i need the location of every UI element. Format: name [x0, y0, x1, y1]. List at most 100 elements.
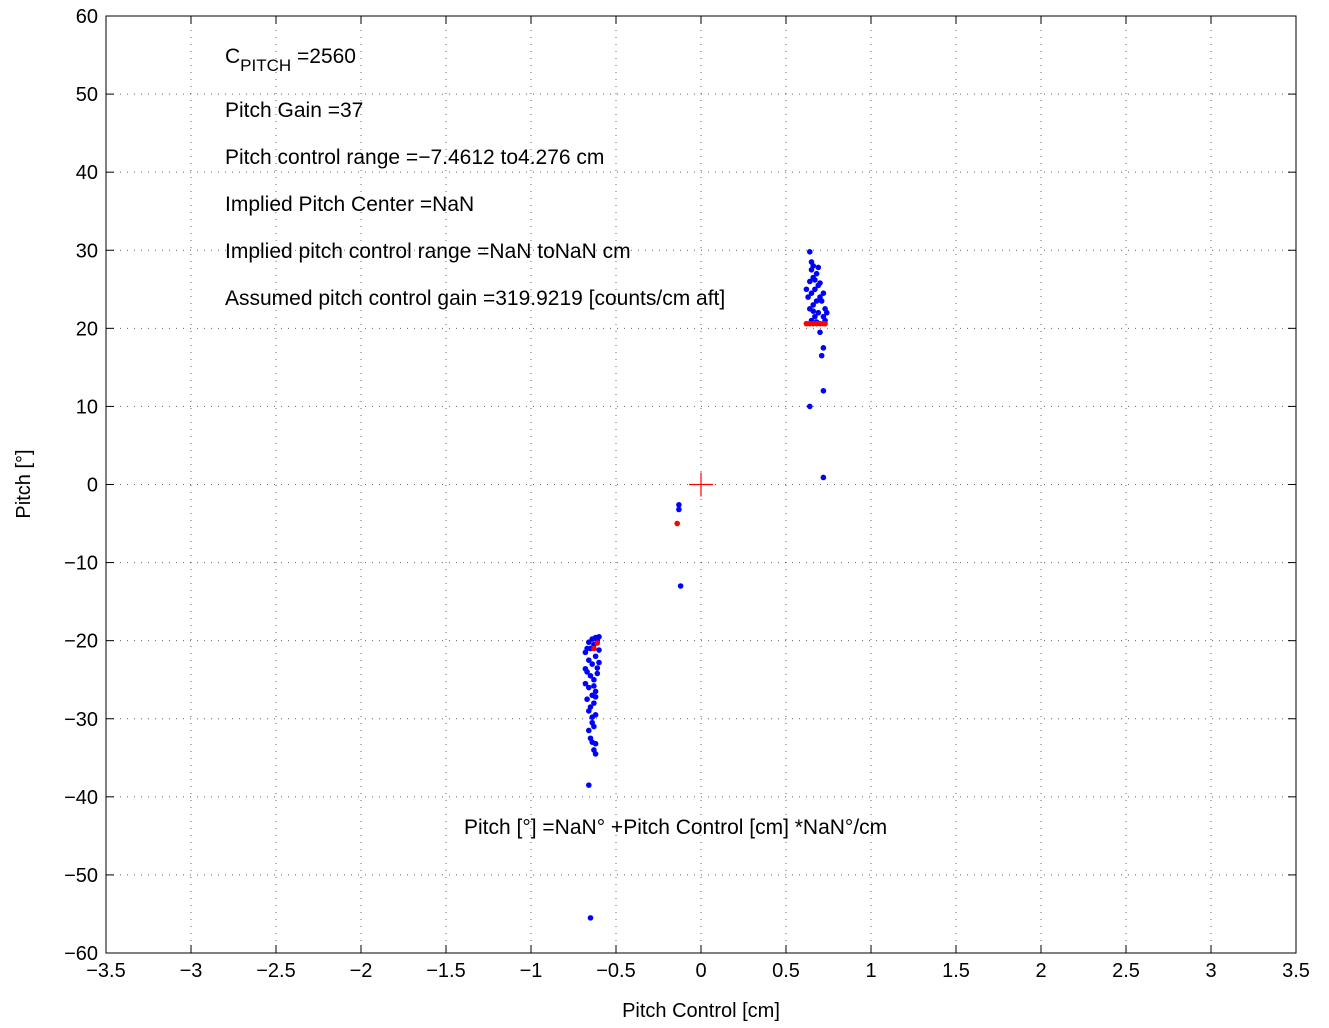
data-point [592, 740, 599, 747]
annotation-implied-range: Implied pitch control range =NaN toNaN c… [225, 240, 631, 263]
data-point [586, 639, 592, 646]
axis-ticks: −3.5 −3 −2.5 −2 −1.5 −1 −0.5 0 0.5 1 1.5 2 2.5 3 3.5 −6… [64, 6, 1310, 982]
x-tick-label: −2 [350, 960, 373, 982]
data-point [810, 308, 816, 314]
data-point [676, 502, 682, 508]
data-point [812, 286, 818, 293]
data-point [596, 633, 602, 640]
y-tick-label: 60 [76, 6, 98, 28]
y-tick-label: 20 [76, 318, 98, 340]
x-tick-label: −2.5 [256, 960, 295, 982]
x-axis-label: Pitch Control [cm] [622, 1000, 780, 1022]
data-point [808, 259, 815, 265]
data-point [677, 583, 684, 589]
data-point [591, 676, 597, 683]
data-point [592, 694, 599, 700]
y-tick-label: −60 [64, 943, 98, 965]
data-point [812, 277, 818, 283]
data-point [589, 661, 595, 667]
x-tick-label: −1 [520, 960, 543, 982]
annotation-equation: Pitch [°] =NaN° +Pitch Control [cm] *NaN… [464, 816, 887, 839]
x-tick-label: −0.5 [596, 960, 635, 982]
y-tick-label: 40 [76, 162, 98, 184]
data-point [591, 747, 597, 753]
data-point [591, 723, 597, 730]
data-point [807, 249, 813, 255]
data-point [817, 280, 823, 286]
y-tick-label: 0 [87, 475, 98, 497]
x-tick-label: 1.5 [942, 960, 970, 982]
data-point [824, 309, 830, 316]
y-tick-label: −20 [64, 631, 98, 653]
y-tick-label: −30 [64, 709, 98, 731]
x-tick-label: 0 [695, 960, 706, 982]
x-tick-label: 3.5 [1282, 960, 1310, 982]
data-point [596, 647, 602, 653]
data-point [582, 665, 589, 672]
data-point [586, 684, 592, 691]
data-point [584, 696, 590, 703]
data-point [587, 735, 594, 742]
data-point [807, 403, 813, 410]
data-point [820, 345, 827, 351]
data-point [818, 298, 825, 304]
data-point [815, 309, 822, 316]
data-point [586, 657, 592, 663]
data-point [587, 915, 594, 921]
center-marker [689, 472, 713, 497]
x-tick-label: −3 [180, 960, 203, 982]
data-point [591, 683, 597, 689]
data-point [807, 278, 813, 285]
data-point [591, 645, 597, 652]
y-tick-label: −40 [64, 787, 98, 809]
data-point [586, 727, 592, 734]
x-tick-label: −3.5 [86, 960, 125, 982]
annotation-pitch-gain: Pitch Gain =37 [225, 99, 363, 122]
x-tick-label: 0.5 [772, 960, 800, 982]
data-point [815, 264, 822, 271]
x-tick-label: 2.5 [1112, 960, 1140, 982]
data-point [822, 320, 828, 327]
data-point [586, 782, 592, 788]
data-point [592, 653, 599, 660]
data-point [587, 704, 594, 710]
data-point [810, 302, 816, 308]
data-point [812, 313, 818, 320]
y-tick-label: 10 [76, 396, 98, 418]
annotation-c-pitch: CPITCH =2560 [225, 45, 356, 75]
data-point [591, 700, 597, 706]
data-point [674, 520, 680, 527]
data-point [587, 673, 594, 679]
x-tick-label: 1 [865, 960, 876, 982]
y-tick-label: −50 [64, 865, 98, 887]
annotation-assumed-gain: Assumed pitch control gain =319.9219 [co… [225, 287, 725, 310]
data-point [805, 294, 811, 300]
annotation-pitch-control-range: Pitch control range =−7.4612 to4.276 cm [225, 146, 604, 169]
y-tick-label: 30 [76, 240, 98, 262]
data-point [813, 270, 820, 277]
y-tick-label: 50 [76, 84, 98, 106]
data-point [594, 670, 601, 677]
data-point [818, 352, 825, 359]
data-point [676, 506, 682, 513]
data-point [596, 659, 602, 666]
y-axis-label: Pitch [°] [13, 449, 35, 518]
data-point [820, 290, 827, 296]
data-point [584, 645, 590, 652]
annotation-implied-center: Implied Pitch Center =NaN [225, 193, 474, 216]
data-points [582, 249, 830, 921]
y-tick-label: −10 [64, 553, 98, 575]
x-tick-label: 3 [1205, 960, 1216, 982]
x-tick-label: −1.5 [426, 960, 465, 982]
data-point [594, 665, 601, 671]
data-point [594, 640, 601, 646]
data-point [817, 329, 823, 336]
data-point [820, 388, 827, 394]
data-point [820, 474, 827, 481]
data-point [813, 298, 820, 304]
data-point [808, 290, 815, 296]
x-tick-label: 2 [1035, 960, 1046, 982]
data-point [592, 688, 599, 695]
data-point [589, 714, 595, 720]
